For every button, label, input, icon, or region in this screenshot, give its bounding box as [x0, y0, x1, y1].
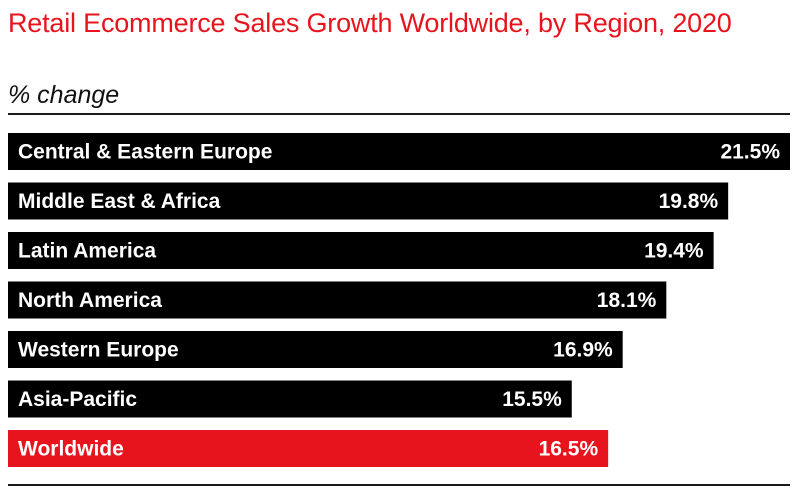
bar-group-middle-east-africa: Middle East & Africa 19.8% — [8, 182, 729, 220]
bar-latin-america — [8, 232, 714, 269]
value-label-asia-pacific: 15.5% — [502, 388, 562, 411]
value-label-middle-east-africa: 19.8% — [659, 190, 719, 213]
top-divider — [8, 113, 790, 115]
bar-middle-east-africa — [8, 182, 729, 220]
bar-group-western-europe: Western Europe 16.9% — [8, 331, 623, 368]
category-label-asia-pacific: Asia-Pacific — [18, 388, 137, 411]
bar-group-central-eastern-europe: Central & Eastern Europe 21.5% — [8, 133, 790, 170]
bar-group-latin-america: Latin America 19.4% — [8, 232, 714, 269]
value-label-north-america: 18.1% — [597, 289, 657, 312]
chart-title: Retail Ecommerce Sales Growth Worldwide,… — [8, 8, 732, 38]
category-label-western-europe: Western Europe — [18, 339, 179, 362]
category-label-middle-east-africa: Middle East & Africa — [18, 190, 221, 213]
bar-western-europe — [8, 331, 623, 368]
bar-central-eastern-europe — [8, 133, 790, 170]
value-label-central-eastern-europe: 21.5% — [720, 141, 780, 164]
category-label-worldwide: Worldwide — [18, 438, 124, 461]
bar-asia-pacific — [8, 380, 572, 418]
bar-north-america — [8, 281, 667, 319]
bar-group-worldwide: Worldwide 16.5% — [8, 430, 609, 467]
chart-subtitle: % change — [8, 81, 120, 109]
value-label-western-europe: 16.9% — [553, 339, 613, 362]
bar-group-north-america: North America 18.1% — [8, 281, 667, 319]
category-label-latin-america: Latin America — [18, 240, 156, 263]
category-label-north-america: North America — [18, 289, 162, 312]
category-label-central-eastern-europe: Central & Eastern Europe — [18, 141, 272, 164]
value-label-latin-america: 19.4% — [644, 240, 704, 263]
bar-worldwide — [8, 430, 609, 467]
value-label-worldwide: 16.5% — [539, 438, 599, 461]
bar-group-asia-pacific: Asia-Pacific 15.5% — [8, 380, 572, 418]
bottom-divider — [8, 484, 790, 486]
